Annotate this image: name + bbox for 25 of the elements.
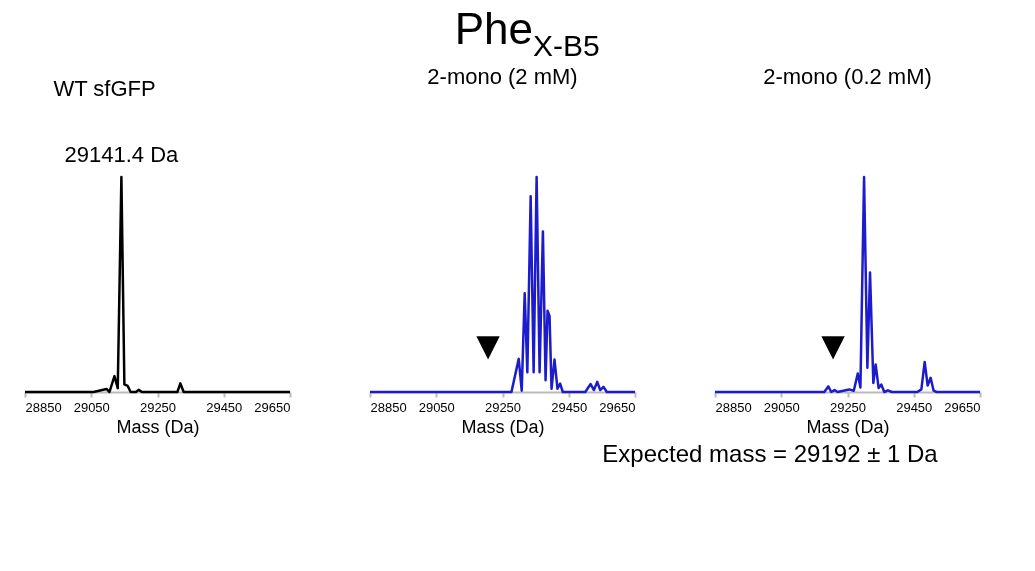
chart-title: WT sfGFP	[53, 76, 156, 101]
chart-title: 2-mono (0.2 mM)	[763, 64, 932, 89]
chart-title: 2-mono (2 mM)	[427, 64, 578, 89]
x-tick-label: 29650	[599, 399, 636, 415]
annotation: ▼	[468, 322, 508, 367]
x-tick-label: 29050	[763, 399, 800, 415]
x-tick-label: 29250	[829, 399, 867, 415]
x-tick-label: 28850	[370, 399, 407, 415]
annotation: ▼	[813, 322, 853, 367]
x-tick-label: 29050	[73, 399, 110, 415]
x-tick-label: 29650	[944, 399, 981, 415]
x-tick-label: 29450	[551, 399, 588, 415]
x-tick-label: 28850	[715, 399, 752, 415]
annotation: 29141.4 Da	[64, 142, 180, 167]
x-axis-title: Mass (Da)	[461, 416, 545, 437]
text: Expected mass = 29192 ± 1 Da	[602, 440, 939, 467]
x-tick-label: 29450	[206, 399, 243, 415]
x-tick-label: 29250	[139, 399, 177, 415]
x-tick-label: 28850	[25, 399, 62, 415]
x-axis-title: Mass (Da)	[116, 416, 200, 437]
x-tick-label: 29050	[418, 399, 455, 415]
x-tick-label: 29450	[896, 399, 933, 415]
x-axis-title: Mass (Da)	[806, 416, 890, 437]
x-tick-label: 29250	[484, 399, 522, 415]
x-tick-label: 29650	[254, 399, 291, 415]
